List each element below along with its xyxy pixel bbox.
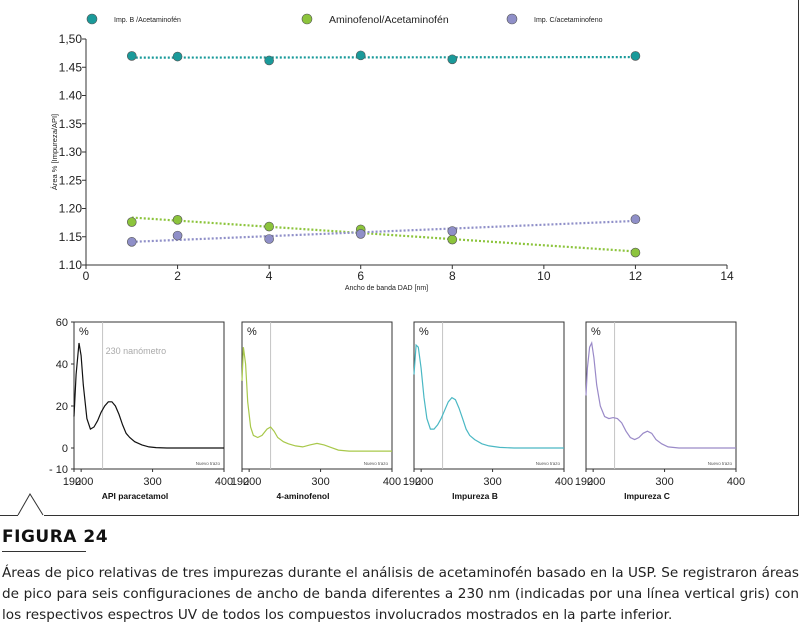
uv-y-tick-label: - 10 [49, 464, 68, 476]
uv-unit-label: % [419, 326, 429, 338]
trendline [131, 219, 636, 243]
data-point [126, 51, 137, 61]
legend-marker [506, 13, 518, 25]
data-point [264, 221, 274, 232]
uv-x-tick-label: 200 [415, 476, 433, 488]
figure-label: FIGURA 24 [2, 527, 109, 547]
relative-area-chart: 1.10 1.15 1.20 1.25 1.30 1.35 1.40 1.45 1,50 0 2 4 6… [50, 13, 734, 292]
data-point [630, 214, 641, 225]
y-tick-label: 1.40 [59, 89, 83, 103]
uv-y-tick-label: 0 [62, 443, 68, 455]
frame-notch [17, 493, 44, 516]
x-tick-label: 10 [537, 269, 551, 283]
uv-x-tick-label: 190 [63, 476, 81, 488]
x-tick-label: 6 [357, 269, 364, 283]
data-point [447, 54, 458, 65]
uv-panel-frame [585, 321, 737, 470]
frame-bottom-border-right [44, 515, 799, 516]
data-point [355, 229, 366, 239]
trendline [131, 216, 636, 253]
uv-panel-title: Impureza C [624, 491, 670, 501]
uv-unit-label: % [79, 326, 89, 338]
uv-x-tick-label: 300 [655, 476, 673, 488]
figure-label-underline [2, 551, 86, 552]
data-point [355, 50, 366, 61]
uv-panel-title: 4-aminofenol [277, 491, 330, 501]
uv-spectrum-curve [413, 343, 564, 449]
uv-panel-title: API paracetamol [102, 491, 169, 501]
legend-label: Aminofenol/Acetaminofén [329, 14, 449, 26]
x-tick-label: 8 [449, 269, 456, 283]
y-tick-label: 1,50 [59, 32, 83, 46]
x-axis-label: Ancho de banda DAD [nm] [345, 285, 428, 292]
data-point [630, 51, 641, 61]
x-tick-label: 12 [629, 269, 643, 283]
figure-caption: Áreas de pico relativas de tres impureza… [2, 565, 799, 623]
uv-panel-frame [241, 321, 393, 470]
y-tick-label: 1.25 [59, 173, 83, 187]
uv-x-tick-label: 200 [75, 476, 93, 488]
uv-corner-label: Nuevo trazo [196, 461, 221, 466]
uv-y-tick-label: 40 [56, 359, 68, 371]
uv-x-tick-label: 300 [143, 476, 161, 488]
uv-x-tick-label: 190 [403, 476, 421, 488]
uv-x-tick-label: 400 [555, 476, 573, 488]
uv-spectrum-curve [585, 341, 736, 449]
uv-x-tick-label: 400 [383, 476, 401, 488]
uv-panel-frame [73, 321, 225, 470]
uv-corner-label: Nuevo trazo [536, 461, 561, 466]
uv-y-tick-label: 60 [56, 317, 68, 329]
uv-panel-frame [413, 321, 565, 470]
uv-x-tick-label: 200 [243, 476, 261, 488]
uv-x-tick-label: 300 [483, 476, 501, 488]
x-tick-label: 4 [266, 269, 273, 283]
legend-label: Imp. C/acetaminofeno [534, 17, 603, 24]
uv-spectrum-curve [73, 342, 224, 449]
data-point [172, 51, 183, 62]
uv-spectrum-curve [241, 347, 392, 452]
data-point [447, 226, 458, 236]
x-tick-label: 14 [720, 269, 734, 283]
data-point [172, 230, 183, 241]
uv-panel-title: Impureza B [452, 491, 498, 501]
legend-marker [301, 13, 313, 25]
uv-corner-label: Nuevo trazo [364, 461, 389, 466]
uv-x-tick-label: 400 [727, 476, 745, 488]
uv-x-tick-label: 400 [215, 476, 233, 488]
y-axis-label: Área % [Impureza/API] [50, 114, 59, 190]
uv-unit-label: % [591, 326, 601, 338]
data-point [172, 215, 183, 225]
uv-x-tick-label: 190 [575, 476, 593, 488]
x-tick-label: 0 [83, 269, 90, 283]
y-tick-label: 1.10 [59, 258, 83, 272]
y-tick-label: 1.30 [59, 145, 83, 159]
data-point [630, 247, 641, 258]
data-point [264, 55, 274, 66]
legend-marker [86, 13, 98, 25]
data-point [126, 217, 137, 227]
y-tick-label: 1.45 [59, 60, 83, 74]
uv-x-tick-label: 200 [587, 476, 605, 488]
frame-bottom-border-left [0, 515, 18, 516]
data-point [264, 234, 274, 244]
uv-wavelength-note: 230 nanómetro [106, 346, 167, 356]
y-tick-label: 1.20 [59, 202, 83, 216]
data-point [126, 237, 137, 247]
uv-unit-label: % [247, 326, 257, 338]
uv-x-tick-label: 300 [311, 476, 329, 488]
x-tick-label: 2 [174, 269, 181, 283]
y-tick-label: 1.35 [59, 117, 83, 131]
y-tick-label: 1.15 [59, 230, 83, 244]
frame-right-border [798, 0, 799, 516]
uv-y-tick-label: 20 [56, 401, 68, 413]
uv-corner-label: Nuevo trazo [708, 461, 733, 466]
legend-label: Imp. B /Acetaminofén [114, 17, 181, 24]
uv-x-tick-label: 190 [231, 476, 249, 488]
